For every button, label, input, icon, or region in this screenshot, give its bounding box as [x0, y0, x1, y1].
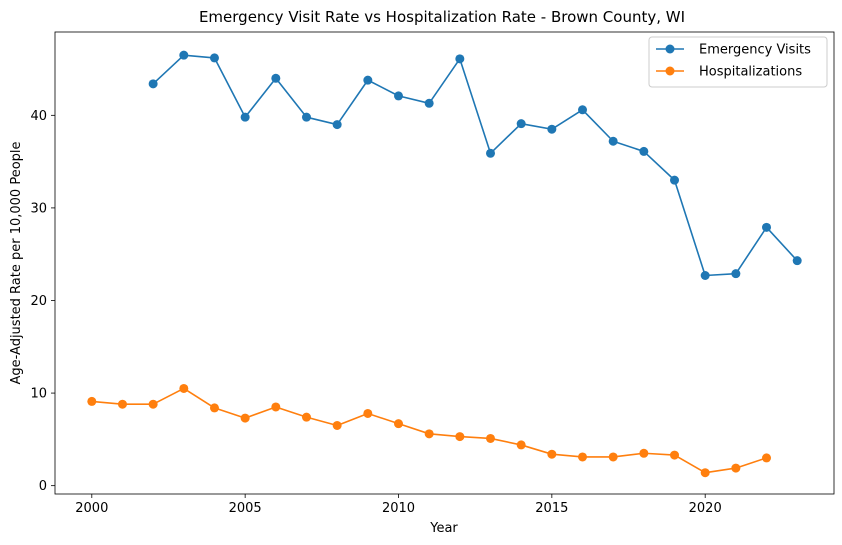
- data-point: [240, 413, 250, 423]
- data-point: [455, 54, 465, 64]
- legend-swatch-marker: [665, 44, 675, 54]
- data-point: [639, 146, 649, 156]
- data-point: [363, 75, 373, 85]
- data-point: [117, 399, 127, 409]
- data-point: [516, 440, 526, 450]
- data-point: [486, 148, 496, 158]
- y-axis: 0 10 20 30 40: [30, 109, 55, 494]
- x-tick-label: 2020: [689, 501, 722, 516]
- legend-item: Hospitalizations: [656, 65, 802, 80]
- series-hospitalizations: [87, 383, 772, 478]
- data-point: [455, 432, 465, 442]
- series-line: [152, 54, 798, 277]
- plot-area: 0 10 20 30 40 2000 2005 2010 2015 2020: [30, 31, 835, 516]
- data-point: [547, 124, 557, 134]
- x-tick-label: 2015: [535, 501, 568, 516]
- data-point: [332, 420, 342, 430]
- y-tick-label: 0: [39, 479, 47, 494]
- data-point: [578, 452, 588, 462]
- data-point: [762, 453, 772, 463]
- data-point: [608, 136, 618, 146]
- y-tick-label: 30: [30, 201, 47, 216]
- data-point: [700, 468, 710, 478]
- x-axis-label: Year: [429, 521, 458, 536]
- data-point: [301, 412, 311, 422]
- data-point: [271, 73, 281, 83]
- data-point: [209, 53, 219, 63]
- data-point: [424, 98, 434, 108]
- data-point: [148, 79, 158, 89]
- data-point: [578, 105, 588, 115]
- y-tick-label: 40: [30, 109, 47, 124]
- data-point: [240, 112, 250, 122]
- data-point: [332, 120, 342, 130]
- data-point: [148, 399, 158, 409]
- x-axis: 2000 2005 2010 2015 2020: [75, 494, 722, 516]
- data-point: [179, 50, 189, 60]
- y-tick-label: 10: [30, 387, 47, 402]
- x-tick-label: 2000: [75, 501, 108, 516]
- data-point: [608, 452, 618, 462]
- data-point: [393, 419, 403, 429]
- data-point: [670, 175, 680, 185]
- legend-item: Emergency Visits: [656, 43, 811, 58]
- data-point: [424, 429, 434, 439]
- legend: Emergency Visits Hospitalizations: [648, 36, 828, 88]
- data-point: [393, 91, 403, 101]
- data-point: [700, 270, 710, 280]
- data-point: [301, 112, 311, 122]
- x-tick-label: 2010: [382, 501, 415, 516]
- data-point: [179, 383, 189, 393]
- data-point: [547, 449, 557, 459]
- series-layer: [87, 50, 802, 478]
- data-point: [762, 222, 772, 232]
- legend-swatch-marker: [665, 66, 675, 76]
- legend-box: [648, 36, 828, 88]
- chart-title: Emergency Visit Rate vs Hospitalization …: [199, 8, 685, 26]
- data-point: [731, 463, 741, 473]
- data-point: [486, 433, 496, 443]
- data-point: [639, 448, 649, 458]
- data-point: [87, 396, 97, 406]
- data-point: [516, 119, 526, 129]
- x-tick-label: 2005: [229, 501, 262, 516]
- plot-frame: [54, 31, 835, 495]
- data-point: [209, 403, 219, 413]
- y-tick-label: 20: [30, 294, 47, 309]
- data-point: [731, 269, 741, 279]
- data-point: [363, 408, 373, 418]
- data-point: [670, 450, 680, 460]
- series-emergency-visits: [148, 50, 802, 280]
- data-point: [792, 256, 802, 266]
- y-axis-label: Age-Adjusted Rate per 10,000 People: [9, 141, 24, 384]
- legend-label: Emergency Visits: [699, 43, 811, 58]
- data-point: [271, 402, 281, 412]
- legend-label: Hospitalizations: [699, 65, 802, 80]
